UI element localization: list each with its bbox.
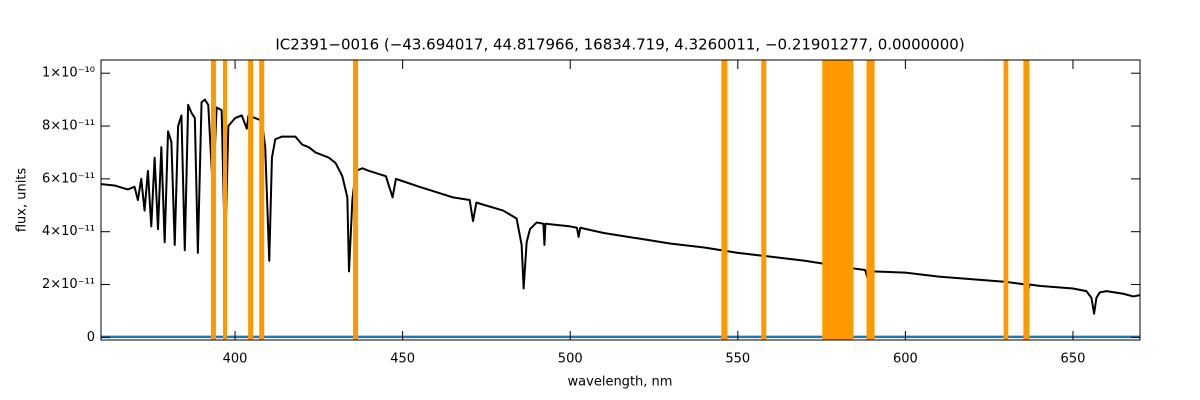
y-tick-label: 1×10⁻¹⁰ [42, 66, 95, 81]
masked-range [259, 60, 265, 340]
y-tick-label: 6×10⁻¹¹ [42, 171, 95, 186]
masked-range [210, 60, 216, 340]
masked-range [866, 60, 875, 340]
x-tick-label: 550 [725, 352, 750, 367]
y-tick-label: 4×10⁻¹¹ [42, 224, 95, 239]
y-tick-label: 8×10⁻¹¹ [42, 119, 95, 134]
plot-area [100, 60, 1141, 340]
x-axis-label: wavelength, nm [568, 375, 673, 390]
y-tick-label: 0 [87, 330, 95, 345]
masked-range [353, 60, 359, 340]
masked-range [248, 60, 254, 340]
masked-range [1023, 60, 1030, 340]
masked-range [822, 60, 854, 340]
masked-range [1003, 60, 1009, 340]
masked-range [222, 60, 228, 340]
masked-range [761, 60, 767, 340]
masked-range [721, 60, 728, 340]
y-axis-label: flux, units [15, 168, 30, 233]
x-tick-label: 500 [558, 352, 583, 367]
x-tick-label: 400 [223, 352, 248, 367]
y-tick-label: 2×10⁻¹¹ [42, 277, 95, 292]
x-tick-label: 600 [893, 352, 918, 367]
chart-title: IC2391−0016 (−43.694017, 44.817966, 1683… [275, 36, 964, 54]
x-tick-label: 450 [390, 352, 415, 367]
x-tick-label: 650 [1061, 352, 1086, 367]
axes-frame [100, 59, 1141, 341]
